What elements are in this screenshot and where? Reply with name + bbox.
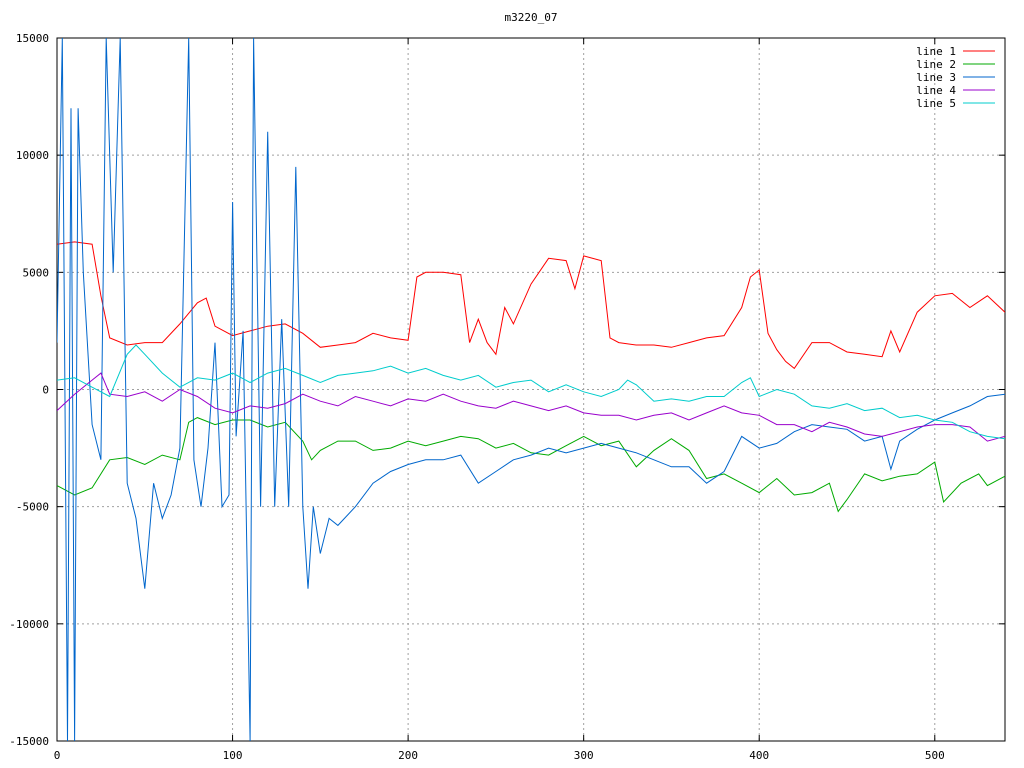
x-tick-label: 200	[398, 749, 418, 762]
y-tick-label: -15000	[9, 735, 49, 748]
x-tick-label: 400	[749, 749, 769, 762]
chart-title: m3220_07	[505, 11, 558, 24]
y-tick-label: 0	[42, 384, 49, 397]
y-tick-label: 5000	[23, 266, 50, 279]
y-tick-label: -10000	[9, 618, 49, 631]
series-line-5	[57, 344, 1005, 440]
ticks: 0 100 200 300 400 500 -15000 -10000 -5000 0 5000 10…	[9, 32, 1005, 762]
y-tick-label: 10000	[16, 149, 49, 162]
y-tick-label: -5000	[16, 501, 49, 514]
x-tick-label: 500	[925, 749, 945, 762]
x-tick-label: 100	[223, 749, 243, 762]
x-tick-label: 300	[574, 749, 594, 762]
y-tick-label: 15000	[16, 32, 49, 45]
x-tick-label: 0	[54, 749, 61, 762]
series-line-1	[57, 241, 1005, 370]
legend-label-2: line 2	[916, 58, 956, 71]
series-line-4	[57, 372, 1005, 442]
series-line-3	[57, 38, 1005, 741]
series-line-2	[57, 417, 1005, 513]
legend-label-4: line 4	[916, 84, 956, 97]
grid	[57, 38, 1005, 741]
legend-label-3: line 3	[916, 71, 956, 84]
legend-label-1: line 1	[916, 45, 956, 58]
series-lines	[57, 38, 1005, 741]
legend-label-5: line 5	[916, 97, 956, 110]
